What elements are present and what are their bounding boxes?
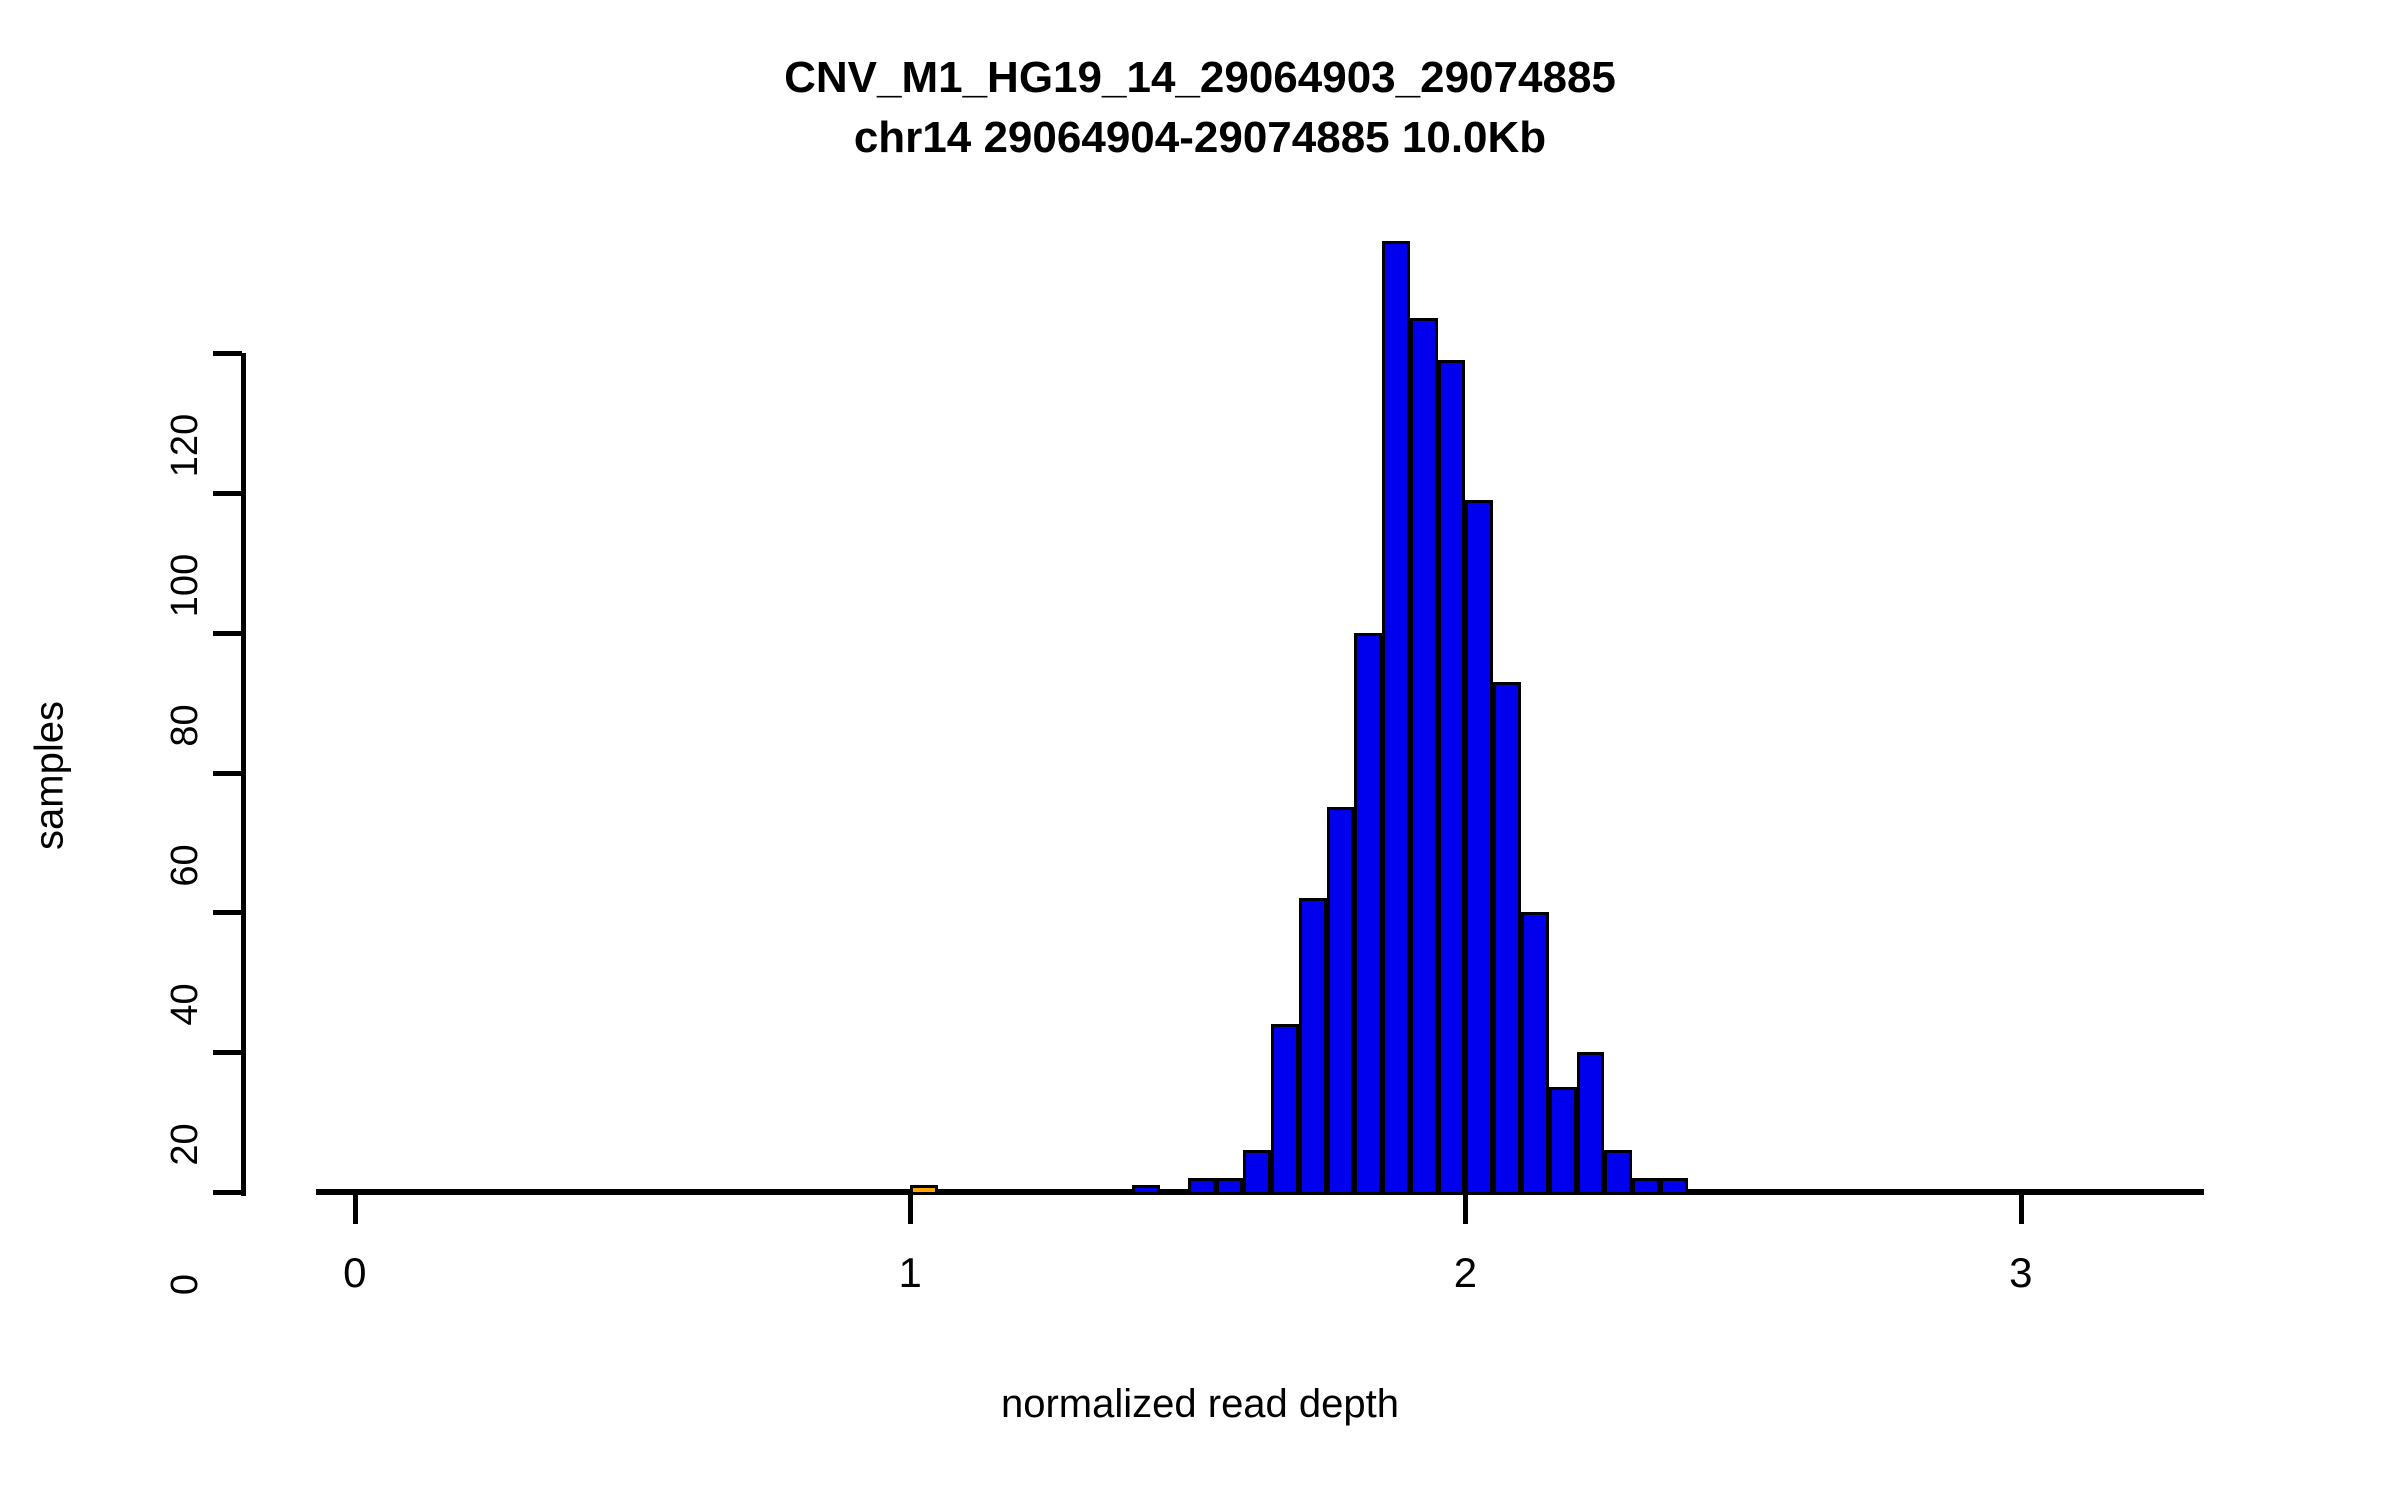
histogram-bar [1493,681,1521,1195]
histogram-bar [1187,1178,1216,1195]
histogram-bar [1465,499,1494,1195]
histogram-bar [1382,241,1410,1195]
y-tick-100 [213,490,242,496]
x-tick-label-0: 0 [343,1249,367,1296]
y-tick-60 [213,770,242,776]
histogram-bar [1243,1150,1272,1195]
chart-title: CNV_M1_HG19_14_29064903_29074885 chr14 2… [0,48,2400,168]
y-tick-0 [213,1190,242,1195]
histogram-bar [1354,632,1383,1195]
x-tick-2 [1463,1195,1469,1224]
chart-title-line-2: chr14 29064904-29074885 10.0Kb [853,113,1547,162]
x-tick-3 [2018,1195,2024,1224]
y-tick-40 [213,910,242,916]
x-tick-0 [352,1195,358,1224]
x-tick-1 [908,1195,914,1224]
x-tick-label-3: 3 [2009,1249,2033,1296]
x-tick-label-2: 2 [1453,1249,1478,1296]
histogram-bar [1409,318,1438,1195]
y-axis-line [241,353,246,1196]
histogram-bar [1326,807,1355,1195]
x-axis-label: normalized read depth [1000,1382,1400,1426]
histogram-bar [1271,1024,1299,1195]
histogram-bar [1576,1052,1605,1195]
y-tick-20 [213,1050,242,1056]
x-tick-label-1: 1 [898,1249,922,1296]
histogram-bar [1215,1178,1244,1195]
histogram-bar [1520,912,1549,1195]
histogram-bar [1632,1178,1660,1195]
histogram-bar [910,1185,938,1195]
y-tick-80 [213,630,242,636]
histogram-bar [1298,898,1327,1195]
histogram-bar [1548,1087,1577,1195]
histogram-bar [1659,1178,1688,1195]
y-tick-120 [213,351,242,356]
histogram-bar [1437,359,1466,1195]
histogram-bar [1132,1185,1161,1195]
histogram-bar [1604,1150,1633,1195]
chart-title-line-1: CNV_M1_HG19_14_29064903_29074885 [784,53,1616,102]
